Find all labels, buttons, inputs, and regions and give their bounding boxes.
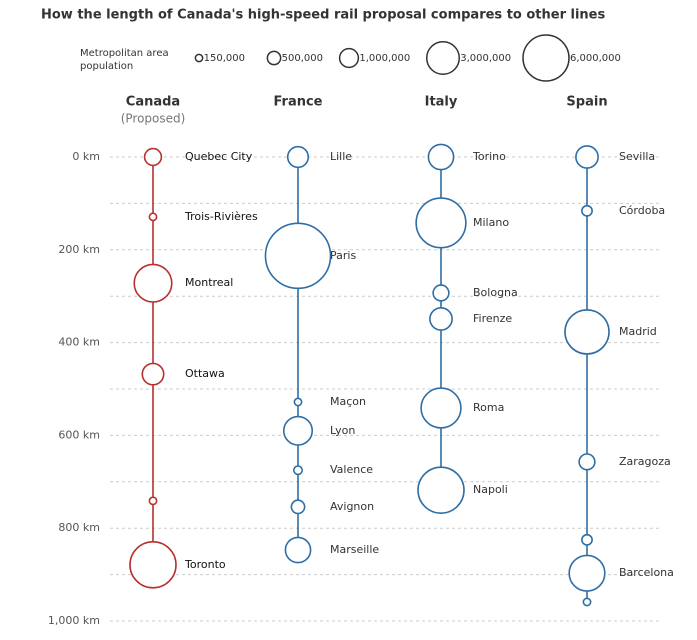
station: [141, 362, 165, 386]
station-label: Trois-Rivières: [184, 210, 258, 223]
legend-title: Metropolitan area population: [80, 48, 169, 72]
station-label: Torino: [472, 150, 506, 163]
station-label: Milano: [473, 216, 509, 229]
station-label: Madrid: [619, 325, 657, 338]
station: [575, 145, 599, 169]
legend-circle: [522, 34, 570, 82]
station-label: Avignon: [330, 500, 374, 513]
legend-circle: [194, 53, 204, 63]
station: [581, 204, 593, 217]
station: [564, 309, 610, 355]
station-label: Marseille: [330, 543, 379, 556]
y-tick-label: 600 km: [58, 428, 100, 441]
legend-circle: [266, 50, 282, 66]
station: [264, 222, 332, 290]
station-label: Napoli: [473, 483, 508, 496]
series-name: France: [273, 95, 322, 110]
station-label: Quebec City: [185, 150, 253, 163]
legend-label: 1,000,000: [359, 53, 410, 64]
station: [290, 499, 306, 515]
station-label: Toronto: [184, 558, 226, 571]
series-note: (Proposed): [121, 112, 186, 126]
station: [568, 554, 606, 592]
station-label: Zaragoza: [619, 455, 671, 468]
station-label: Sevilla: [619, 150, 655, 163]
station: [129, 541, 177, 589]
station-label: Paris: [330, 249, 356, 262]
y-tick-label: 1,000 km: [48, 614, 100, 627]
station: [286, 145, 310, 169]
station-label: Bologna: [473, 286, 518, 299]
legend-circle: [425, 40, 461, 76]
series-name: Spain: [566, 95, 607, 110]
y-tick-label: 0 km: [72, 150, 100, 163]
legend-label: 6,000,000: [570, 53, 621, 64]
station: [427, 143, 455, 171]
station-label: Ottawa: [185, 367, 225, 380]
station-label: Lyon: [330, 424, 355, 437]
station-label: Valence: [330, 463, 373, 476]
station-label: Firenze: [473, 312, 512, 325]
station: [415, 197, 467, 249]
station: [429, 307, 453, 331]
station: [581, 533, 593, 546]
station: [582, 597, 592, 607]
station: [417, 466, 465, 514]
station: [420, 387, 462, 429]
y-tick-label: 200 km: [58, 243, 100, 256]
y-tick-label: 800 km: [58, 521, 100, 534]
station: [148, 212, 158, 222]
station: [148, 496, 158, 506]
legend-label: 3,000,000: [460, 53, 511, 64]
station: [284, 536, 312, 564]
station: [432, 284, 450, 302]
station-label: Montreal: [185, 276, 233, 289]
station-label: Córdoba: [619, 204, 665, 217]
legend-circle: [338, 47, 360, 69]
station-label: Roma: [473, 401, 504, 414]
legend-label: 500,000: [282, 53, 323, 64]
series-name: Canada: [126, 95, 180, 110]
legend-label: 150,000: [204, 53, 245, 64]
station: [293, 465, 303, 476]
station: [282, 415, 314, 446]
chart-title: How the length of Canada's high-speed ra…: [41, 8, 605, 23]
station: [133, 263, 173, 303]
station-label: Lille: [330, 150, 352, 163]
station: [143, 147, 163, 167]
station: [293, 397, 303, 407]
y-tick-label: 400 km: [58, 336, 100, 349]
station: [578, 453, 596, 471]
series-name: Italy: [425, 95, 458, 110]
station-label: Barcelona: [619, 566, 674, 579]
station-label: Maçon: [330, 395, 366, 408]
